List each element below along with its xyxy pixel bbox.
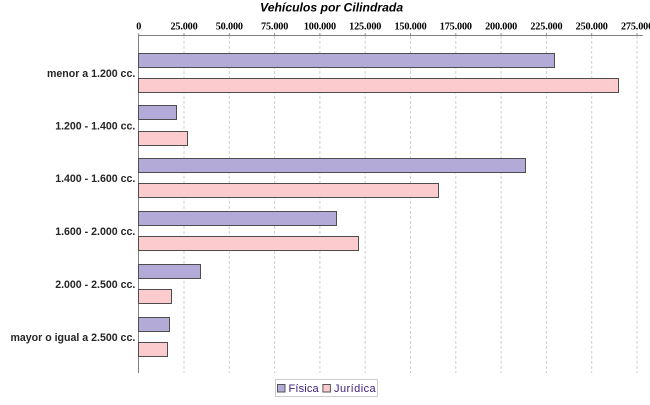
svg-text:1.200 - 1.400 cc.: 1.200 - 1.400 cc.	[55, 121, 135, 133]
svg-text:125.000: 125.000	[349, 21, 381, 32]
svg-text:225.000: 225.000	[530, 21, 562, 32]
svg-text:100.000: 100.000	[304, 21, 336, 32]
svg-text:1.600 - 2.000 cc.: 1.600 - 2.000 cc.	[55, 226, 135, 238]
svg-text:Física: Física	[289, 383, 320, 395]
svg-text:Jurídica: Jurídica	[334, 383, 377, 395]
svg-text:200.000: 200.000	[485, 21, 517, 32]
svg-text:25.000: 25.000	[170, 21, 197, 32]
svg-text:mayor o igual a 2.500 cc.: mayor o igual a 2.500 cc.	[10, 332, 135, 344]
svg-text:75.000: 75.000	[261, 21, 288, 32]
svg-text:250.000: 250.000	[576, 21, 608, 32]
svg-text:menor a 1.200 cc.: menor a 1.200 cc.	[47, 68, 135, 80]
svg-text:50.000: 50.000	[216, 21, 243, 32]
svg-text:2.000 - 2.500 cc.: 2.000 - 2.500 cc.	[55, 279, 135, 291]
svg-text:1.400 - 1.600 cc.: 1.400 - 1.600 cc.	[55, 173, 135, 185]
svg-text:150.000: 150.000	[394, 21, 426, 32]
svg-text:175.000: 175.000	[440, 21, 472, 32]
svg-text:0: 0	[136, 21, 141, 32]
svg-text:Vehículos por Cilindrada: Vehículos por Cilindrada	[260, 0, 403, 14]
svg-text:275.000: 275.000	[621, 21, 650, 32]
